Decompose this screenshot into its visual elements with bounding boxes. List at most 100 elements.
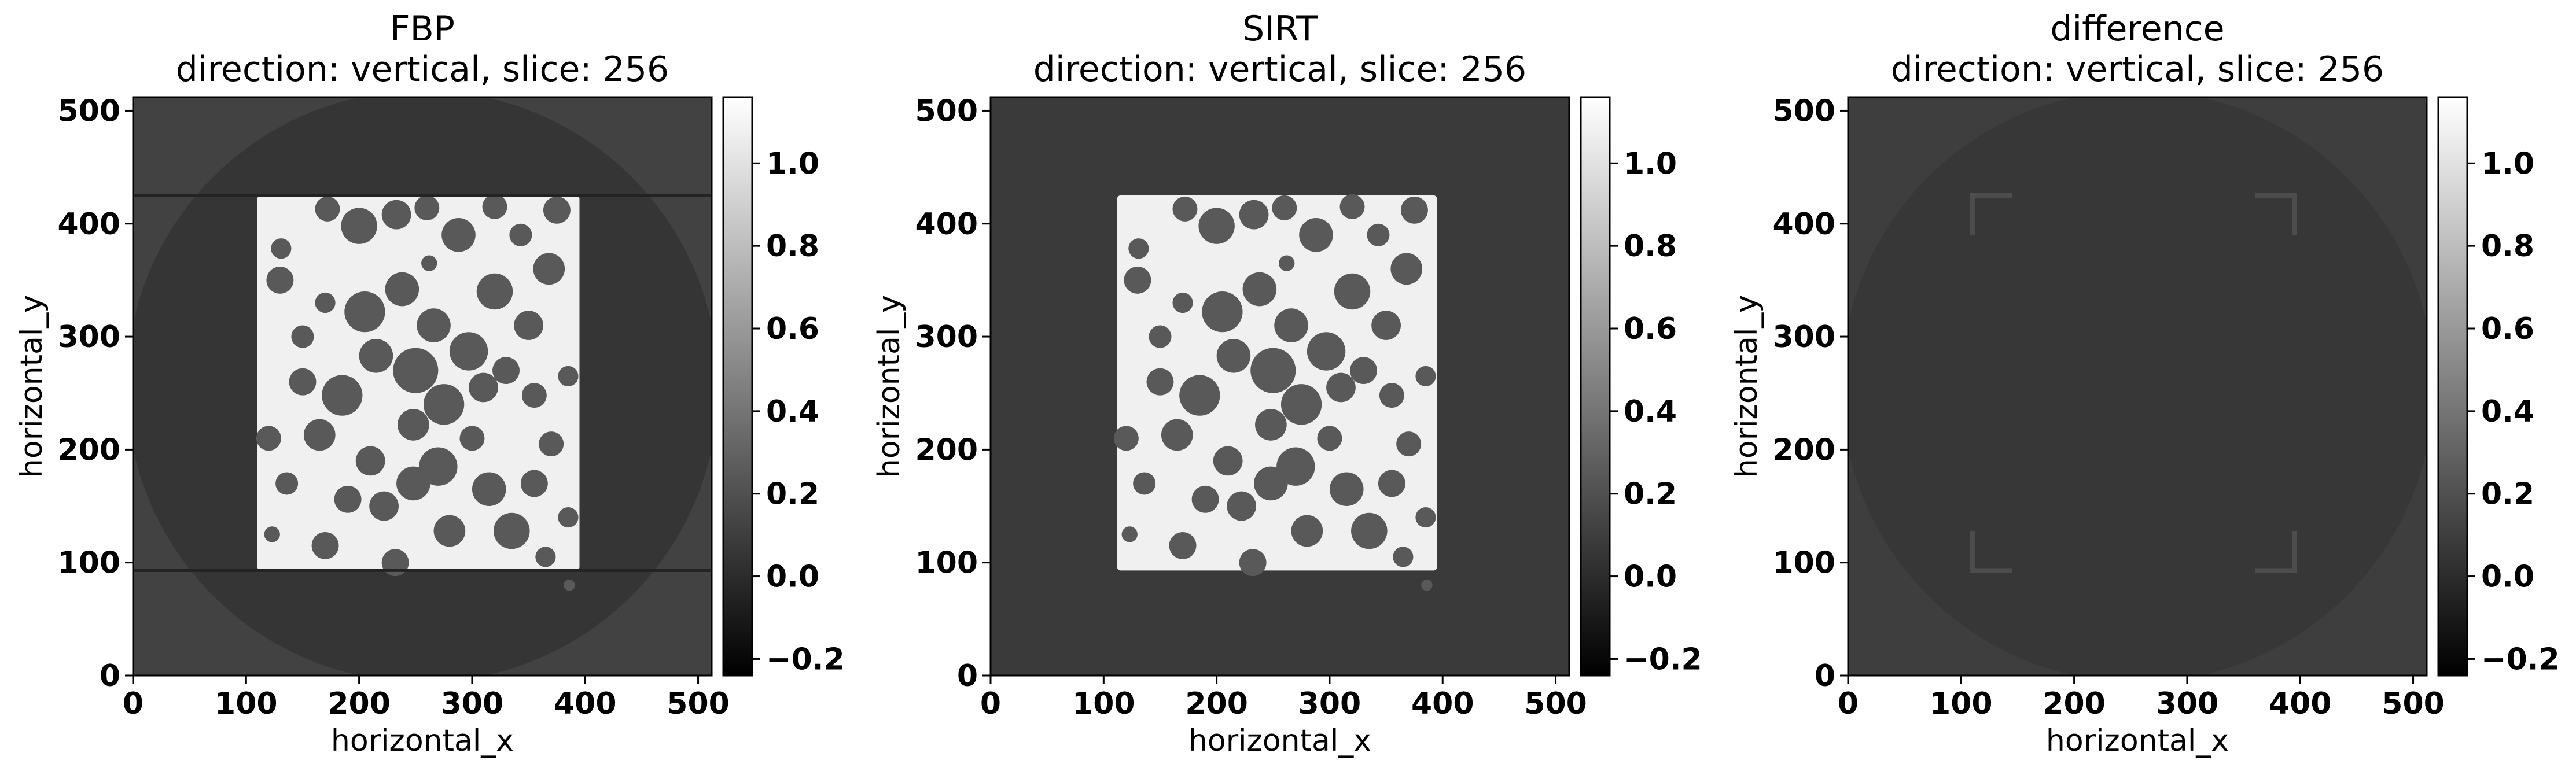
colorbar-tick-label: 0.6 [2481,312,2534,346]
pore [393,348,439,393]
x-tick-label: 100 [1072,687,1135,721]
pore [1279,255,1295,271]
pore [311,532,339,559]
panel-fbp: FBP direction: vertical, slice: 256 0 100… [14,9,845,758]
pore [271,238,292,259]
pore [1202,291,1243,333]
pore [1213,446,1243,476]
pore [1329,472,1364,507]
pore [472,472,506,507]
x-tick-label: 300 [441,687,504,721]
reconstruction-circle [1848,97,2427,676]
y-tick-label: 0 [1815,659,1835,693]
pore [1280,384,1322,425]
pore [521,383,547,408]
colorbar-tick-label: 1.0 [766,146,819,181]
x-axis-label: horizontal_x [2046,724,2229,758]
x-tick-label: 0 [980,687,1001,721]
pore [1326,372,1356,403]
x-tick-label: 500 [667,687,730,721]
y-tick-label: 400 [915,207,978,242]
pore [459,426,485,451]
x-tick-label: 200 [327,687,391,721]
x-tick-label: 100 [215,687,278,721]
pore [1146,368,1174,396]
pore [1161,419,1193,451]
axes-frame [132,96,713,677]
pore [1216,338,1251,373]
pore [469,372,498,403]
y-tick-label: 300 [915,320,978,355]
y-axis: 0 100 200 300 400 500 [1772,94,1848,693]
y-axis-label: horizontal_y [14,295,49,478]
y-tick-label: 200 [57,433,120,467]
pore [1400,196,1428,224]
pore [1227,491,1256,521]
colorbar-ticks: −0.2 0.0 0.2 0.4 0.6 0.8 1.0 [2467,146,2560,677]
colorbar-ticks: −0.2 0.0 0.2 0.4 0.6 0.8 1.0 [1610,146,1702,677]
pore [1350,357,1377,385]
pore [414,195,440,220]
pore [341,208,377,244]
corner-artifact [1970,193,2012,235]
colorbar-tick-label: 0.0 [766,560,819,595]
colorbar-tick-label: −0.2 [766,642,845,677]
pore [1179,375,1220,416]
pore [1367,223,1390,246]
reconstruction-image [133,97,712,676]
colorbar [1580,96,1611,677]
colorbar-tick-label: 1.0 [1624,146,1677,181]
pore [1339,194,1365,219]
pore [385,272,419,307]
pore [1272,195,1297,220]
pore [1254,466,1288,501]
pore [1291,515,1323,547]
pore [1172,196,1198,222]
reconstruction-image [991,97,1569,676]
x-tick-label: 300 [1298,687,1361,721]
corner-artifact [2255,193,2297,235]
pore [558,366,579,386]
pore [322,375,363,416]
x-tick-label: 100 [1930,687,1993,721]
y-tick-label: 100 [57,546,120,581]
pore [303,419,336,451]
pore [1415,366,1436,386]
pore [291,325,314,348]
difference-image [1848,97,2427,676]
x-axis-label: horizontal_x [331,724,514,758]
pore [1334,273,1371,310]
corner-artifact [1970,531,2012,573]
pore [1239,549,1267,577]
pore [476,273,513,310]
pore [1250,348,1296,393]
pore [1393,547,1414,567]
pore [1415,507,1436,528]
panel-title: difference [2050,9,2224,49]
pore [520,470,548,497]
pore [492,357,520,385]
pore [1371,311,1401,340]
y-axis-label: horizontal_y [1729,295,1764,478]
y-tick-label: 400 [57,207,120,242]
x-axis: 0 100 200 300 400 500 [980,676,1587,721]
panel-subtitle: direction: vertical, slice: 256 [176,49,669,90]
y-tick-label: 100 [915,546,978,581]
panel-title: FBP [390,9,455,49]
pore [1378,470,1405,497]
panel-subtitle: direction: vertical, slice: 256 [1033,49,1526,90]
colorbar-tick-label: 0.0 [2481,560,2534,595]
x-tick-label: 300 [2156,687,2219,721]
pore [441,217,476,252]
y-tick-label: 500 [915,94,978,128]
pore [1242,272,1277,307]
axes-frame [989,96,1570,677]
pore [1421,579,1433,591]
pore [334,485,362,513]
colorbar-tick-label: 0.2 [1624,477,1677,512]
pore [1198,208,1235,244]
pore [266,266,294,294]
colorbar-tick-label: 0.8 [1624,229,1677,264]
pore [433,515,466,547]
